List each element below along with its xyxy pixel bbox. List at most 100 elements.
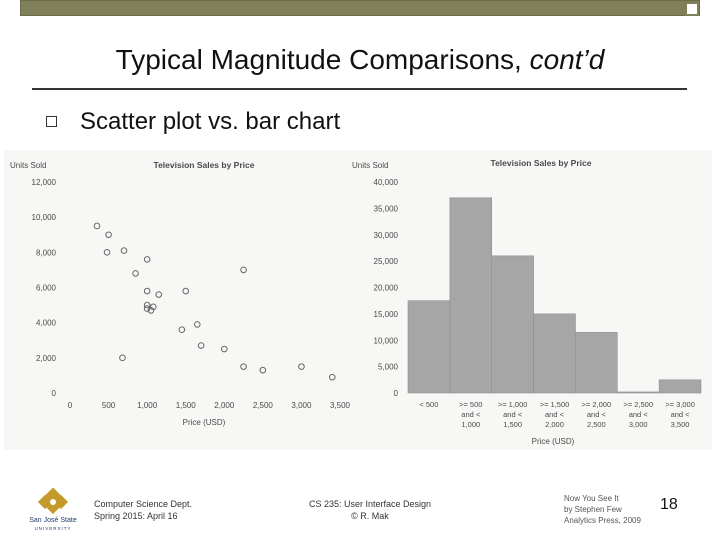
bar-category-line: and <	[587, 410, 607, 419]
bar	[575, 332, 618, 394]
footer-source-line2: by Stephen Few	[564, 505, 622, 514]
scatter-xtick-label: 1,500	[176, 401, 197, 410]
scatter-xlabel: Price (USD)	[183, 418, 226, 427]
bar-category-label: >= 2,500 and <3,000	[623, 400, 653, 429]
slide-title: Typical Magnitude Comparisons, cont’d	[0, 44, 720, 76]
bar-ytick-label: 0	[394, 389, 399, 398]
scatter-xtick-label: 500	[102, 401, 116, 410]
scatter-ylabel: Units Sold	[10, 161, 46, 170]
scatter-point	[103, 249, 111, 256]
bar	[658, 379, 702, 394]
bar-xlabel: Price (USD)	[532, 437, 575, 446]
bar-category-line: 1,000	[461, 420, 480, 429]
bar-category-line: and <	[671, 410, 691, 419]
footer-course-line1: Computer Science Dept.	[94, 499, 193, 509]
scatter-point	[105, 231, 112, 239]
bar-category-line: and <	[461, 410, 481, 419]
bullet-square-icon	[46, 116, 57, 127]
bar-category-line: >= 500	[459, 400, 482, 409]
bar	[407, 300, 451, 394]
title-divider	[32, 88, 687, 90]
scatter-point	[197, 342, 205, 349]
footer-course-line2: Spring 2015: April 16	[94, 511, 178, 521]
bar-ytick-label: 20,000	[374, 284, 399, 293]
top-decoration-bar	[0, 0, 720, 24]
scatter-xtick-label: 3,000	[291, 401, 312, 410]
bar-category-label: >= 1,500 and <2,000	[540, 400, 570, 429]
scatter-xtick-label: 1,000	[137, 401, 158, 410]
scatter-title: Television Sales by Price	[154, 160, 255, 170]
scatter-point	[143, 287, 151, 295]
bar-ylabel: Units Sold	[352, 161, 388, 170]
footer-course: Computer Science Dept. Spring 2015: Apri…	[94, 498, 192, 522]
footer-center: CS 235: User Interface Design © R. Mak	[295, 498, 445, 522]
scatter-ytick-label: 2,000	[36, 354, 57, 363]
scatter-point	[259, 366, 267, 374]
bar-ytick-label: 25,000	[374, 257, 399, 266]
top-accent-bar	[20, 0, 700, 16]
bar-ytick-label: 15,000	[374, 310, 399, 319]
footer-source-line1: Now You See It	[564, 494, 619, 503]
bar	[533, 313, 576, 394]
bar-title: Television Sales by Price	[491, 158, 592, 168]
bar-category-line: >= 2,000	[582, 400, 612, 409]
bar-category-line: >= 1,000	[498, 400, 528, 409]
footer-center-line1: CS 235: User Interface Design	[308, 499, 432, 509]
scatter-point	[143, 305, 151, 312]
bar	[616, 391, 660, 394]
scatter-point	[150, 303, 157, 311]
logo-text-2: UNIVERSITY	[34, 526, 71, 531]
bar-category-line: and <	[503, 410, 523, 419]
scatter-point	[220, 345, 228, 353]
bar	[449, 197, 493, 394]
bar-category-line: >= 1,500	[540, 400, 570, 409]
bar-category-label: >= 1,000 and <1,500	[498, 400, 528, 429]
scatter-point	[120, 247, 128, 254]
bar-category-label: >= 2,000 and <2,500	[582, 400, 612, 429]
scatter-point	[182, 287, 190, 295]
scatter-point	[143, 256, 151, 263]
scatter-point	[178, 326, 186, 333]
footer-source-line3: Analytics Press, 2009	[564, 516, 641, 525]
logo-text-1: San José State	[29, 517, 77, 524]
scatter-ytick-label: 4,000	[36, 319, 57, 328]
bar-category-label: >= 500 and <1,000	[459, 400, 482, 429]
scatter-point	[93, 222, 101, 230]
scatter-ytick-label: 10,000	[32, 213, 57, 222]
sjsu-logo: San José State UNIVERSITY	[29, 488, 77, 531]
bar-category-line: 2,500	[587, 420, 606, 429]
bar-category-line: and <	[629, 410, 649, 419]
bar-category-line: >= 3,000	[665, 400, 695, 409]
scatter-xtick-label: 2,500	[253, 401, 274, 410]
scatter-ytick-label: 8,000	[36, 248, 57, 257]
bar-category-label: >= 3,000 and <3,500	[665, 400, 695, 429]
scatter-point	[240, 363, 247, 370]
slide-title-text: Typical Magnitude Comparisons,	[115, 44, 530, 75]
bar	[491, 255, 534, 394]
bar-ytick-label: 40,000	[374, 178, 399, 187]
bar-category-line: 3,000	[629, 420, 648, 429]
scatter-xtick-label: 0	[68, 401, 73, 410]
bar-ytick-label: 35,000	[374, 204, 399, 213]
bar-category-line: 3,500	[671, 420, 690, 429]
bar-category-line: < 500	[419, 400, 438, 409]
bar-category-line: and <	[545, 410, 565, 419]
scatter-point	[193, 321, 201, 328]
footer-source: Now You See It by Stephen Few Analytics …	[564, 493, 641, 526]
bar-ytick-label: 5,000	[378, 363, 399, 372]
scatter-ytick-label: 12,000	[32, 178, 57, 187]
footer-center-line2: © R. Mak	[351, 511, 389, 521]
scatter-point	[240, 266, 247, 274]
scatter-xtick-label: 2,000	[214, 401, 235, 410]
scanned-figure: Units Sold Television Sales by Price 0 2,00…	[4, 150, 712, 450]
bullet-text: Scatter plot vs. bar chart	[80, 108, 341, 135]
bar-category-line: 2,000	[545, 420, 564, 429]
slide-title-italic: cont’d	[529, 44, 605, 75]
bar-chart: Units Sold Television Sales by Price 0 5,00…	[352, 158, 702, 446]
top-corner-box	[685, 2, 699, 16]
bar-category-line: >= 2,500	[623, 400, 653, 409]
scatter-point	[132, 270, 139, 277]
scatter-point	[298, 363, 305, 370]
scatter-ytick-label: 6,000	[36, 284, 57, 293]
bar-ytick-label: 10,000	[374, 336, 399, 345]
